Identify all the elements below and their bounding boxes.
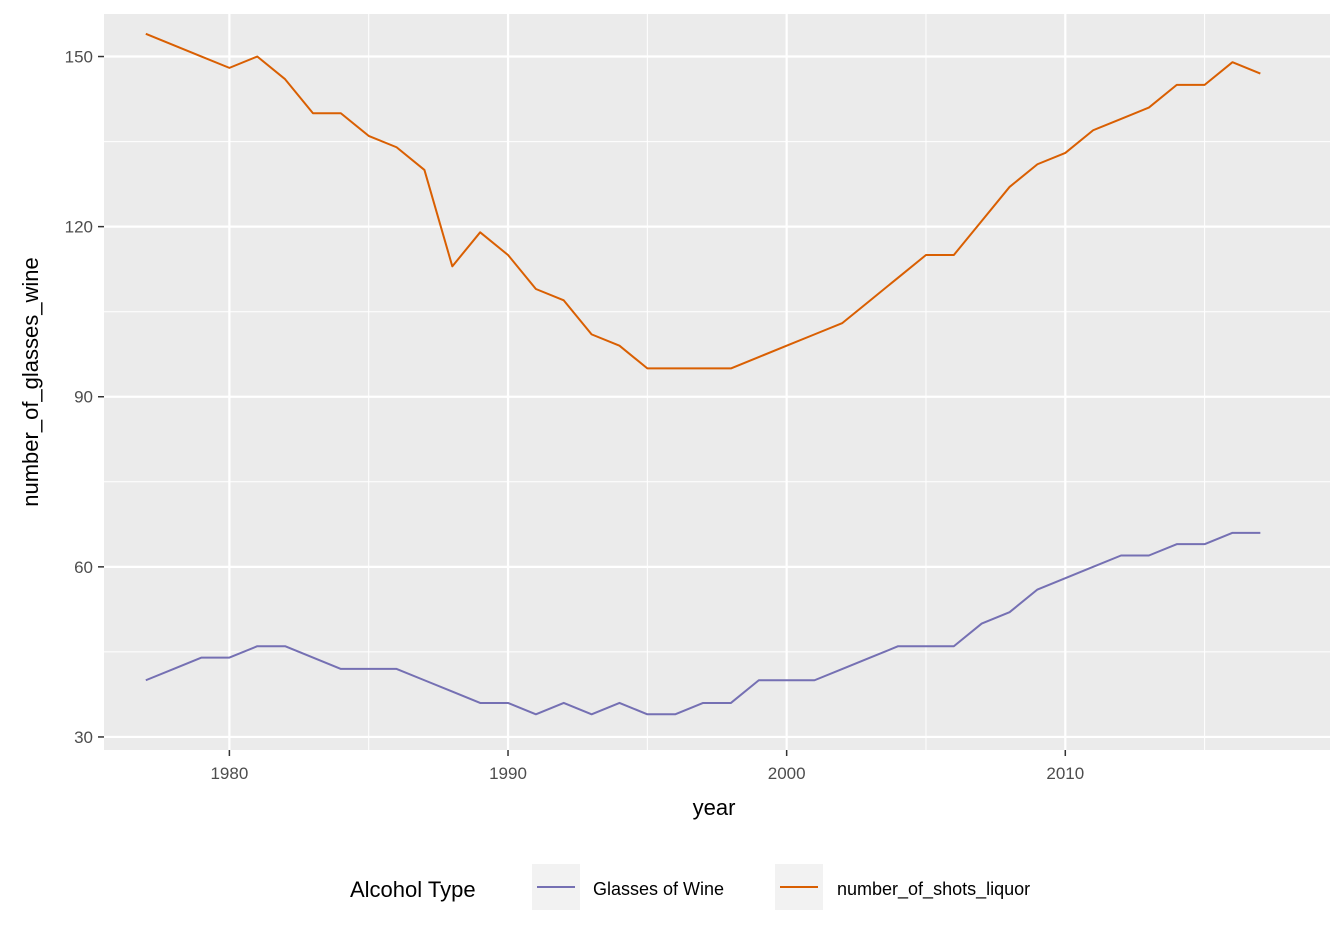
minor-grid (104, 14, 1330, 750)
y-axis-title: number_of_glasses_wine (18, 257, 43, 507)
y-tick-label: 30 (74, 728, 93, 747)
legend-label-number-of-shots-liquor: number_of_shots_liquor (837, 879, 1030, 900)
x-tick-label: 2000 (768, 764, 806, 783)
series-lines (145, 32, 1261, 716)
legend: Alcohol Type Glasses of Wine number_of_s… (350, 864, 1030, 910)
major-grid (104, 14, 1330, 750)
x-tick-label: 2010 (1046, 764, 1084, 783)
plot-panel (104, 14, 1330, 750)
y-tick-label: 150 (65, 48, 93, 67)
y-tick-label: 60 (74, 558, 93, 577)
x-tick-label: 1980 (210, 764, 248, 783)
series-line-number-of-shots-liquor (145, 32, 1261, 370)
legend-title: Alcohol Type (350, 877, 476, 902)
series-line-glasses-of-wine (145, 531, 1261, 716)
x-axis-title: year (693, 795, 736, 820)
x-axis: 1980 1990 2000 2010 (210, 750, 1084, 783)
y-tick-label: 90 (74, 388, 93, 407)
y-axis: 30 60 90 120 150 (65, 48, 104, 747)
y-tick-label: 120 (65, 218, 93, 237)
x-tick-label: 1990 (489, 764, 527, 783)
legend-label-glasses-of-wine: Glasses of Wine (593, 879, 724, 899)
